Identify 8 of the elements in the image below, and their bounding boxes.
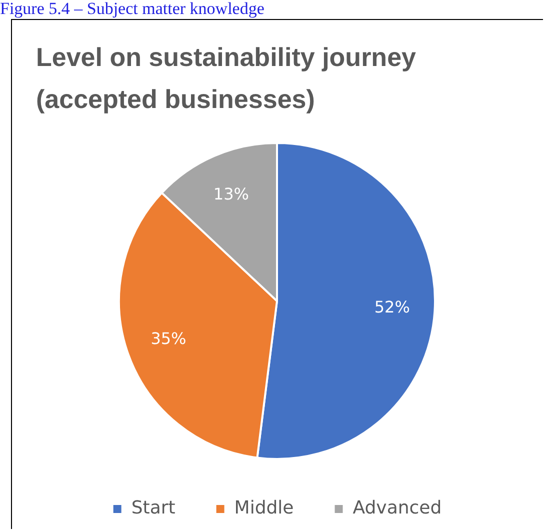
data-label: 35% [150, 329, 186, 348]
legend-label: Start [131, 498, 176, 519]
caption: Figure 5.4 – Subject matter knowledge [0, 0, 264, 18]
data-label: 13% [213, 184, 249, 204]
chart-title: Level on sustainability journey (accepted businesses) [36, 41, 417, 116]
legend-label: Middle [234, 498, 294, 519]
legend-label: Advanced [352, 498, 442, 519]
data-label: 52% [374, 297, 410, 316]
